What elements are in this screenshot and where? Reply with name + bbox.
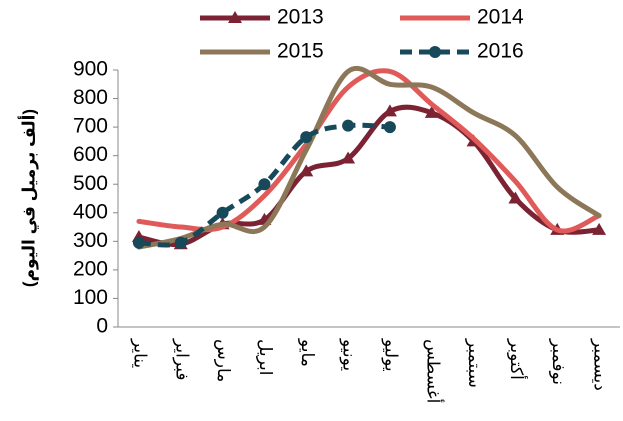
x-tick-label: مارس bbox=[214, 339, 233, 382]
legend-label: 2014 bbox=[477, 6, 524, 29]
series-line bbox=[136, 68, 602, 234]
point bbox=[383, 121, 396, 134]
x-tick-label: سبتمبر bbox=[465, 338, 484, 388]
legend-item: 2015 bbox=[200, 40, 324, 63]
legend-label: 2013 bbox=[277, 6, 324, 29]
legend-marker bbox=[429, 46, 441, 58]
x-tick-label: أغسطس bbox=[423, 339, 444, 403]
x-tick-label: مايو bbox=[298, 338, 317, 367]
x-tick-label: ابريل bbox=[256, 339, 275, 375]
y-tick-label: 0 bbox=[96, 315, 108, 338]
y-tick-label: 500 bbox=[73, 172, 108, 195]
x-tick-label: يونيو bbox=[340, 338, 359, 371]
x-tick-label: يوليو bbox=[381, 338, 400, 372]
point bbox=[508, 191, 523, 204]
legend-item: 2014 bbox=[400, 6, 524, 29]
point bbox=[382, 104, 397, 117]
y-axis-label: (ألف برميل في اليوم) bbox=[17, 109, 39, 287]
y-tick-label: 400 bbox=[73, 200, 108, 223]
y-tick-label: 600 bbox=[73, 143, 108, 166]
point bbox=[216, 206, 229, 219]
x-tick-label: أكتوبر bbox=[507, 338, 528, 380]
legend-label: 2016 bbox=[477, 40, 524, 63]
legend-item: 2016 bbox=[400, 40, 524, 63]
series-line bbox=[136, 65, 602, 250]
x-tick-label: فبراير bbox=[172, 338, 191, 380]
y-tick-label: 300 bbox=[73, 229, 108, 252]
x-tick-label: ديسمبر bbox=[591, 338, 610, 391]
legend-label: 2015 bbox=[277, 40, 324, 63]
y-tick-label: 900 bbox=[73, 58, 108, 81]
y-tick-label: 800 bbox=[73, 86, 108, 109]
point bbox=[592, 222, 607, 235]
y-tick-label: 100 bbox=[73, 286, 108, 309]
point bbox=[424, 105, 439, 118]
point bbox=[258, 178, 271, 191]
x-tick-label: نوفمبر bbox=[549, 338, 568, 385]
point bbox=[342, 119, 355, 132]
legend-marker bbox=[228, 11, 242, 23]
point bbox=[341, 151, 356, 164]
point bbox=[132, 236, 145, 249]
point bbox=[299, 164, 314, 177]
y-tick-label: 200 bbox=[73, 257, 108, 280]
legend-item: 2013 bbox=[200, 6, 324, 29]
y-tick-label: 700 bbox=[73, 115, 108, 138]
point bbox=[174, 236, 187, 249]
point bbox=[300, 131, 313, 144]
x-tick-label: يناير bbox=[130, 338, 149, 368]
